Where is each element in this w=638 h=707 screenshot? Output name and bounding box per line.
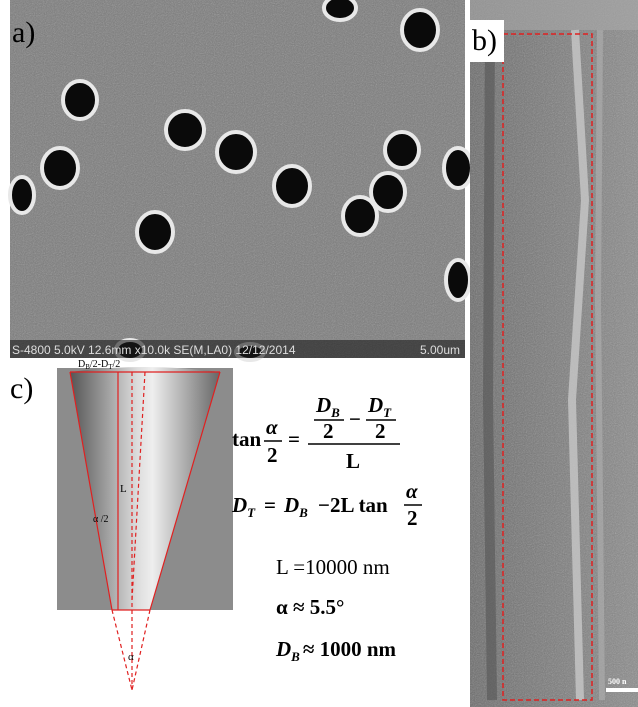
panel-label: c) [10,372,33,405]
angle-label: α [128,651,134,663]
text: /2 [113,359,121,370]
text: B [298,505,308,520]
text: D [78,359,85,370]
equation-1: tan α 2 = DB 2 − DT 2 L [232,393,400,473]
eq-text: −2L tan [318,493,388,517]
text: D [283,493,299,517]
text: /2-D [90,359,108,370]
eq-text: tan [232,427,261,451]
text: T [247,505,256,520]
text: ≈ 1000 nm [303,637,397,661]
wall [482,29,497,701]
equation-5: DB ≈ 1000 nm [275,637,397,664]
eq-text: L [346,449,360,473]
panel-b: 500 n b) [470,0,638,707]
eq-text: 2 [375,419,386,443]
cone-lines [69,371,221,691]
equation-4: α ≈ 5.5° [276,595,344,619]
eq-text: = [288,427,300,451]
text: D [275,637,291,661]
text: D [231,493,247,517]
eq-text: DT [367,393,392,420]
eq-text: DT [231,493,256,520]
eq-text: 2 [407,506,418,530]
panel-a: S-4800 5.0kV 12.6mm x10.0k SE(M,LA0) 12/… [8,0,474,362]
panel-label: b) [472,24,497,57]
eq-text: − [349,407,361,431]
cone [70,367,220,610]
cone-top-label: DB/2-DT/2 [78,359,120,371]
equation-3: L =10000 nm [276,555,390,579]
wall [567,29,590,701]
eq-text: α [406,479,418,503]
texture [470,0,638,707]
eq-text: 2 [323,419,334,443]
eq-text: α [266,415,278,439]
eq-text: = [264,493,276,517]
highlight-box [502,33,593,701]
eq-text: DB [315,393,340,420]
label-bg [470,20,504,62]
wall [594,29,605,701]
eq-text: 2 [267,443,278,467]
scale-text: 500 n [608,677,627,686]
scale-bar [606,688,638,692]
pores [8,0,474,362]
text: T [383,405,392,420]
text: B [290,649,300,664]
text: T [108,363,113,371]
text: B [85,363,90,371]
length-label: L [120,483,127,495]
equations: tan α 2 = DB 2 − DT 2 L DT = DB −2L tan … [231,393,422,664]
text: B [330,405,340,420]
text: D [315,393,331,417]
info-text: S-4800 5.0kV 12.6mm x10.0k SE(M,LA0) 12/… [12,343,296,357]
panel-label: a) [12,16,35,49]
info-bar [10,340,465,358]
equation-2: DT = DB −2L tan α 2 [231,479,422,530]
panel-c: c) DB/2-DT/2 L α /2 α [10,359,233,691]
text: D [367,393,383,417]
half-angle-label: α /2 [93,514,109,525]
eq-text: DB [283,493,308,520]
scale-text: 5.00um [420,343,460,357]
